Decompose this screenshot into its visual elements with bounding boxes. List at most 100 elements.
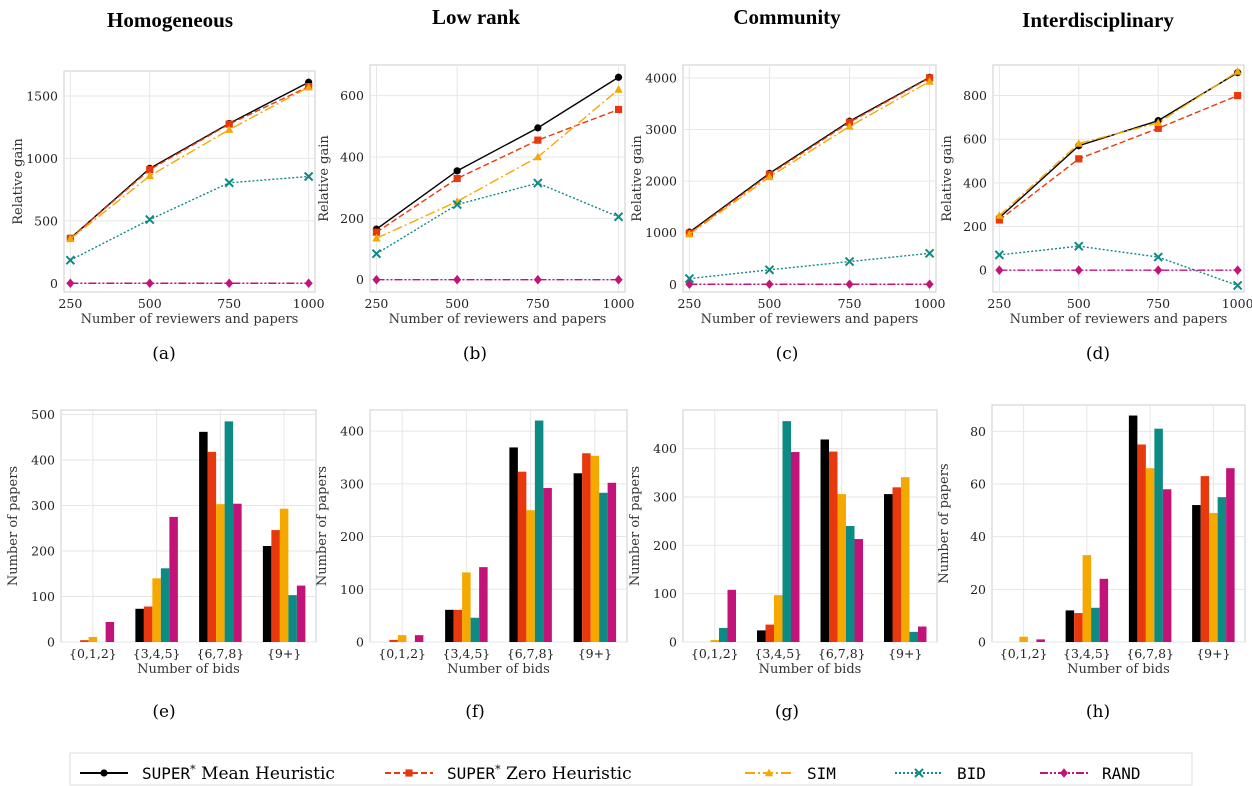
y-tick-label: 400 <box>963 175 987 190</box>
bar <box>1154 428 1163 642</box>
series-line <box>69 86 309 240</box>
x-tick-label: 250 <box>677 296 701 311</box>
bar <box>582 453 591 642</box>
bar <box>105 621 115 642</box>
y-tick-label: 0 <box>356 272 364 287</box>
bar <box>1036 639 1045 642</box>
legend-item-2: SUPER* Zero Heuristic <box>385 763 632 784</box>
x-tick-label: {9+} <box>267 646 301 661</box>
series-rand <box>995 265 1242 275</box>
data-point <box>614 274 623 285</box>
data-point <box>453 167 461 175</box>
bar <box>820 439 829 642</box>
x-axis-label: Number of bids <box>447 662 550 677</box>
legend-label: SUPER* Mean Heuristic <box>142 763 335 784</box>
series-super-zero-heuristic <box>995 91 1242 224</box>
x-tick-label: 750 <box>526 296 550 311</box>
series-sim <box>995 67 1242 219</box>
data-point <box>453 274 462 285</box>
x-tick-label: {0,1,2} <box>69 646 117 661</box>
y-tick-label: 200 <box>340 211 364 226</box>
legend-label: BID <box>957 764 986 783</box>
x-tick-label: {3,4,5} <box>754 646 802 661</box>
data-point <box>1074 241 1084 251</box>
x-tick-label: {0,1,2} <box>378 646 426 661</box>
data-point <box>453 174 461 183</box>
y-tick-label: 2000 <box>645 174 677 189</box>
legend-text: Zero Heuristic <box>501 764 632 784</box>
bar <box>288 595 297 642</box>
bar <box>607 482 617 642</box>
series-bid <box>684 248 935 284</box>
y-tick-label: 4000 <box>645 70 677 85</box>
y-tick-label: 400 <box>31 453 55 468</box>
series-rand <box>685 279 934 290</box>
chart-panel-7: 0 100 200 300 400 {0,1,2} {3,4,5} {6,7,8} {9+} Nu… <box>628 409 938 722</box>
x-tick-label: 250 <box>58 296 82 311</box>
data-point <box>925 279 934 290</box>
bar <box>80 640 89 642</box>
subfigure-label: (e) <box>152 702 175 722</box>
legend-mono-text: SUPER <box>447 764 496 783</box>
bar <box>1137 444 1146 642</box>
legend-marker <box>764 768 774 777</box>
series-line <box>376 89 619 239</box>
bar <box>727 589 736 642</box>
data-point <box>1154 124 1162 132</box>
bar <box>1082 555 1092 642</box>
series-super-zero-heuristic <box>372 105 623 236</box>
chart-panel-8: 0 20 40 60 80 {0,1,2} {3,4,5} {6,7,8} {9+} Number… <box>937 404 1246 722</box>
y-tick-label: 0 <box>978 635 986 650</box>
bar <box>479 567 488 642</box>
data-point <box>924 248 935 259</box>
bar <box>517 471 527 642</box>
data-point <box>1074 265 1083 275</box>
bar <box>599 492 608 642</box>
bar <box>152 578 161 642</box>
bar <box>543 488 552 642</box>
data-point <box>304 82 313 91</box>
y-axis-label: Relative gain <box>630 135 645 222</box>
data-point <box>1154 265 1163 275</box>
series-line <box>376 108 619 233</box>
data-point <box>225 120 233 128</box>
data-point <box>844 256 855 267</box>
y-tick-label: 3000 <box>645 122 677 137</box>
y-axis-label: Relative gain <box>11 138 26 225</box>
bar <box>892 487 901 642</box>
x-axis-label: Number of reviewers and papers <box>1010 312 1228 327</box>
bar <box>296 585 306 642</box>
bar <box>909 631 918 642</box>
series-line <box>998 70 1239 217</box>
data-point <box>372 228 381 236</box>
data-point <box>533 274 542 285</box>
series-bid <box>994 241 1243 291</box>
y-tick-label: 100 <box>31 589 55 604</box>
data-point <box>146 166 154 174</box>
legend-superscript: * <box>190 763 196 776</box>
y-axis-label: Number of papers <box>315 466 330 586</box>
x-tick-label: 750 <box>217 296 241 311</box>
data-point <box>145 214 155 225</box>
x-axis-label: Number of reviewers and papers <box>701 312 919 327</box>
bar <box>271 530 280 642</box>
bar <box>1091 607 1100 642</box>
x-tick-label: {9+} <box>888 646 922 661</box>
plot-area <box>63 70 316 293</box>
bar <box>884 494 893 642</box>
legend-mono-text: BID <box>957 764 986 783</box>
series-bid <box>371 178 624 259</box>
y-tick-label: 400 <box>340 150 364 165</box>
bar <box>279 508 289 642</box>
y-axis-label: Number of papers <box>628 466 643 586</box>
data-point <box>65 255 76 265</box>
bar <box>135 608 144 642</box>
y-tick-label: 300 <box>340 476 364 491</box>
column-title-interdisciplinary: Interdisciplinary <box>1022 8 1174 32</box>
bar <box>782 421 791 642</box>
bar <box>837 494 846 642</box>
y-tick-label: 1000 <box>645 225 677 240</box>
data-point <box>66 278 75 289</box>
